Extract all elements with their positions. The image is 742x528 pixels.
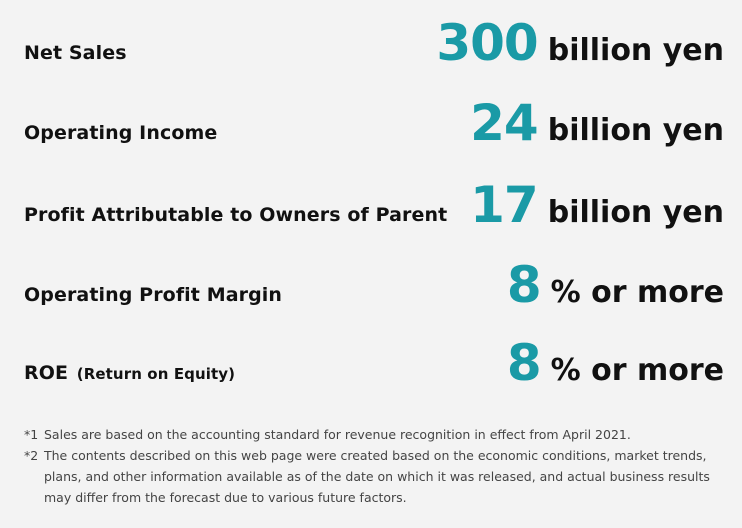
metric-value: 17 billion yen [470, 180, 724, 230]
metric-number: 24 [470, 94, 539, 152]
metric-row-profit-attributable: Profit Attributable to Owners of Parent … [24, 170, 724, 230]
footnotes: *1 Sales are based on the accounting sta… [24, 424, 724, 508]
metric-row-operating-income: Operating Income 24 billion yen [24, 88, 724, 148]
metric-label: Net Sales [24, 42, 127, 64]
metric-row-roe: ROE (Return on Equity) 8 % or more [24, 328, 724, 388]
metric-label-text: Operating Profit Margin [24, 284, 283, 306]
metric-unit: % or more [550, 275, 724, 310]
footnote-2: *2 The contents described on this web pa… [24, 445, 724, 508]
metric-label-text: Net Sales [24, 42, 127, 64]
metric-value: 300 billion yen [436, 18, 724, 68]
metric-row-operating-profit-margin: Operating Profit Margin 8 % or more [24, 250, 724, 310]
metric-unit: billion yen [547, 33, 724, 68]
metric-label-text: Operating Income [24, 122, 218, 144]
footnote-1: *1 Sales are based on the accounting sta… [24, 424, 724, 445]
footnote-text: Sales are based on the accounting standa… [44, 427, 631, 442]
metric-unit: billion yen [547, 195, 724, 230]
metric-number: 8 [506, 256, 542, 314]
metric-label: Operating Profit Margin [24, 284, 282, 306]
metric-label-text: Profit Attributable to Owners of Parent [24, 204, 448, 226]
footnote-text: The contents described on this web page … [44, 448, 710, 505]
metric-label-subtext: (Return on Equity) [76, 365, 236, 383]
footnote-mark: *1 [24, 427, 39, 442]
metric-number: 8 [506, 334, 542, 392]
metric-label: Profit Attributable to Owners of Parent [24, 204, 447, 226]
metric-number: 300 [436, 14, 538, 72]
footnote-mark: *2 [24, 448, 39, 463]
metric-label: ROE (Return on Equity) [24, 362, 235, 384]
metric-unit: % or more [550, 353, 724, 388]
metric-label-text: ROE [24, 362, 69, 384]
metric-number: 17 [470, 176, 539, 234]
metric-row-net-sales: Net Sales 300 billion yen [24, 8, 724, 68]
metric-value: 8 % or more [507, 338, 724, 388]
metric-value: 8 % or more [507, 260, 724, 310]
metric-unit: billion yen [547, 113, 724, 148]
metric-value: 24 billion yen [470, 98, 724, 148]
metric-label: Operating Income [24, 122, 217, 144]
